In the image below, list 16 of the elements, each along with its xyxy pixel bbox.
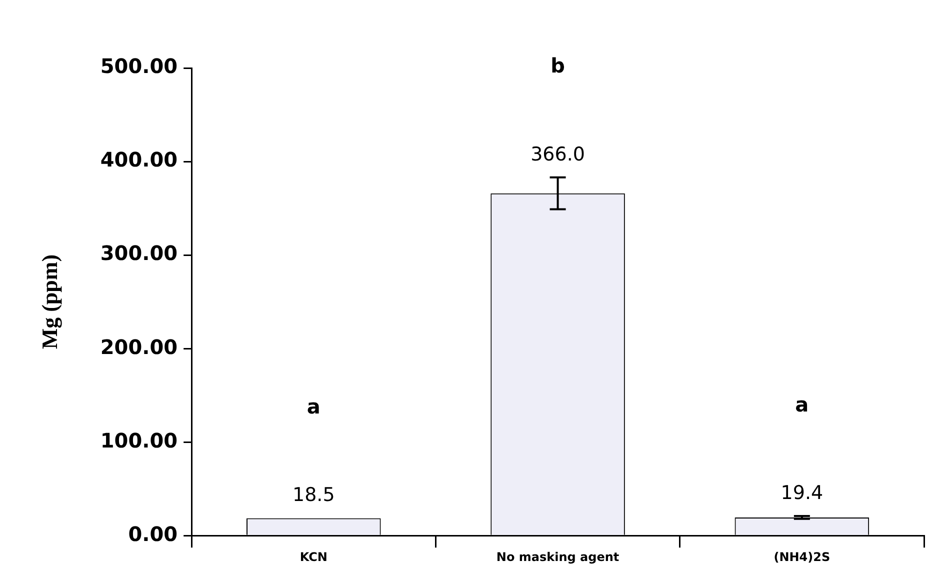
x-tick-label: KCN [300,550,328,564]
annotation: b [550,54,565,78]
annotation: a [306,394,320,418]
data-label: 366.0 [530,143,585,166]
data-label: 18.5 [292,484,335,506]
x-tick-label: (NH4)2S [774,550,830,564]
annotation: a [795,392,809,416]
y-axis-title: Mg (ppm) [36,254,62,350]
y-tick-label: 0.00 [128,522,178,546]
y-tick-label: 200.00 [100,334,178,359]
x-tick-label: No masking agent [496,550,620,564]
data-label: 19.4 [780,482,824,504]
y-tick-label: 300.00 [100,241,178,266]
y-tick-label: 500.00 [100,54,178,78]
y-tick-label: 100.00 [100,428,178,452]
y-tick-label: 400.00 [100,148,178,172]
